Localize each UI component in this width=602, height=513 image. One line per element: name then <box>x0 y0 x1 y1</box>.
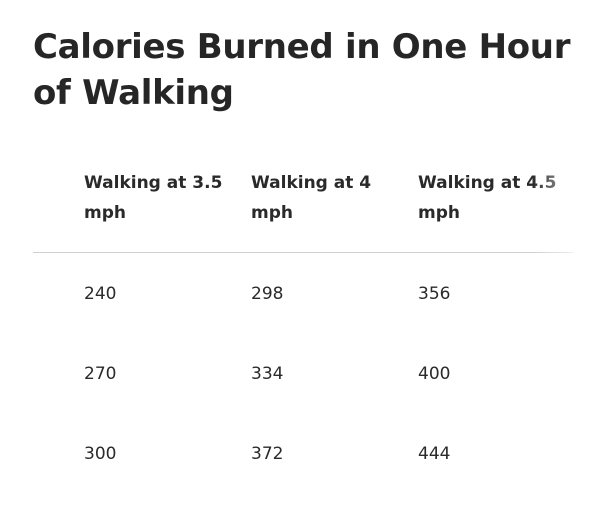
table-row: 300 372 444 <box>33 439 573 504</box>
table-cell: 356 <box>418 284 451 304</box>
table-cell: 400 <box>418 364 451 384</box>
table-cell: 298 <box>251 284 284 304</box>
table-cell: 334 <box>251 364 284 384</box>
table-cell: 240 <box>84 284 117 304</box>
page-title: Calories Burned in One Hour of Walking <box>33 27 571 113</box>
table-cell: 300 <box>84 444 117 464</box>
column-header: Walking at 3.5 mph <box>84 173 223 223</box>
calories-table: Walking at 3.5 mph Walking at 4 mph Walk… <box>33 164 602 504</box>
table-row: 240 298 356 <box>33 279 573 359</box>
column-header: Walking at 4.5 mph <box>418 173 557 223</box>
table-cell: 372 <box>251 444 284 464</box>
table-cell: 270 <box>84 364 117 384</box>
table-cell: 444 <box>418 444 451 464</box>
column-header: Walking at 4 mph <box>251 173 372 223</box>
table-row: 270 334 400 <box>33 359 573 439</box>
table-header-row: Walking at 3.5 mph Walking at 4 mph Walk… <box>33 164 573 253</box>
